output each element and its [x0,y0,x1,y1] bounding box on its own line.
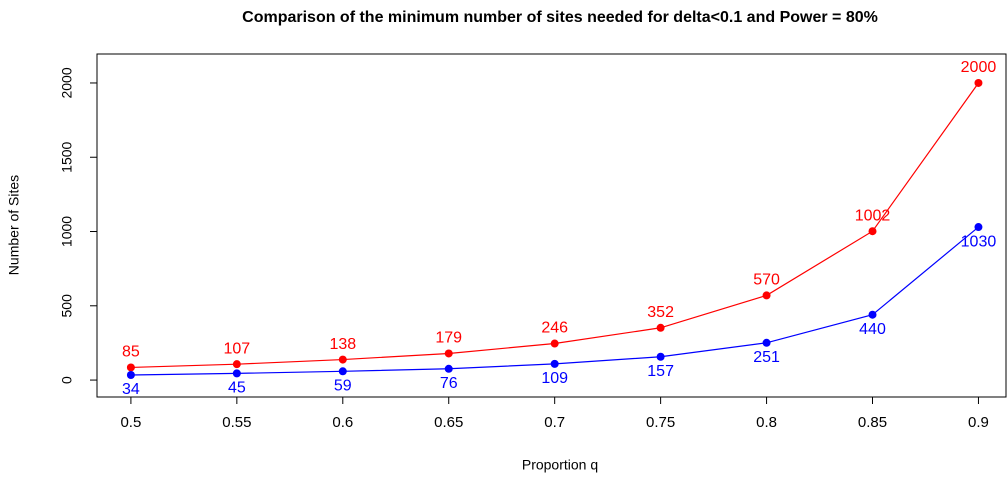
x-tick-label: 0.8 [756,414,777,431]
y-tick-label: 1000 [59,216,75,247]
data-point [232,369,241,378]
data-label: 570 [753,272,780,289]
data-label: 59 [334,378,352,395]
data-point [338,355,347,364]
y-tick-label: 500 [59,294,75,318]
data-label: 34 [122,381,140,398]
series-line [130,226,979,376]
data-label: 1002 [855,207,891,224]
y-tick-label: 1500 [59,141,75,172]
data-point [762,291,771,300]
data-point [126,363,135,372]
data-point [338,367,347,376]
data-label: 246 [541,320,568,337]
x-tick-label: 0.55 [222,414,251,431]
chart-title: Comparison of the minimum number of site… [242,9,878,26]
x-tick-label: 0.5 [120,414,141,431]
y-tick-label: 0 [59,376,75,384]
plot-frame [96,53,1007,398]
data-label: 157 [647,363,674,380]
x-axis-label: Proportion q [522,457,598,473]
x-tick-label: 0.85 [858,414,887,431]
data-label: 179 [435,330,462,347]
y-axis-label: Number of Sites [6,175,22,275]
data-label: 352 [647,304,674,321]
x-tick-label: 0.65 [434,414,463,431]
x-tick-label: 0.7 [544,414,565,431]
data-label: 440 [859,321,886,338]
data-point [974,78,983,87]
data-point [868,227,877,236]
data-point [444,364,453,373]
data-point [232,360,241,369]
x-tick-label: 0.6 [332,414,353,431]
data-label: 138 [329,336,356,353]
data-label: 45 [228,380,246,397]
data-label: 85 [122,344,140,361]
data-point [550,359,559,368]
data-point [656,352,665,361]
data-point [868,310,877,319]
data-point [656,323,665,332]
data-point [762,338,771,347]
data-label: 107 [223,340,250,357]
data-point [550,339,559,348]
x-tick-label: 0.9 [968,414,989,431]
data-point [444,349,453,358]
data-label: 1030 [961,233,997,250]
data-point [974,223,983,232]
x-tick-label: 0.75 [646,414,675,431]
data-point [126,371,135,380]
data-label: 251 [753,349,780,366]
data-label: 2000 [961,59,997,76]
y-tick-label: 2000 [59,67,75,98]
data-label: 76 [440,375,458,392]
data-label: 109 [541,370,568,387]
